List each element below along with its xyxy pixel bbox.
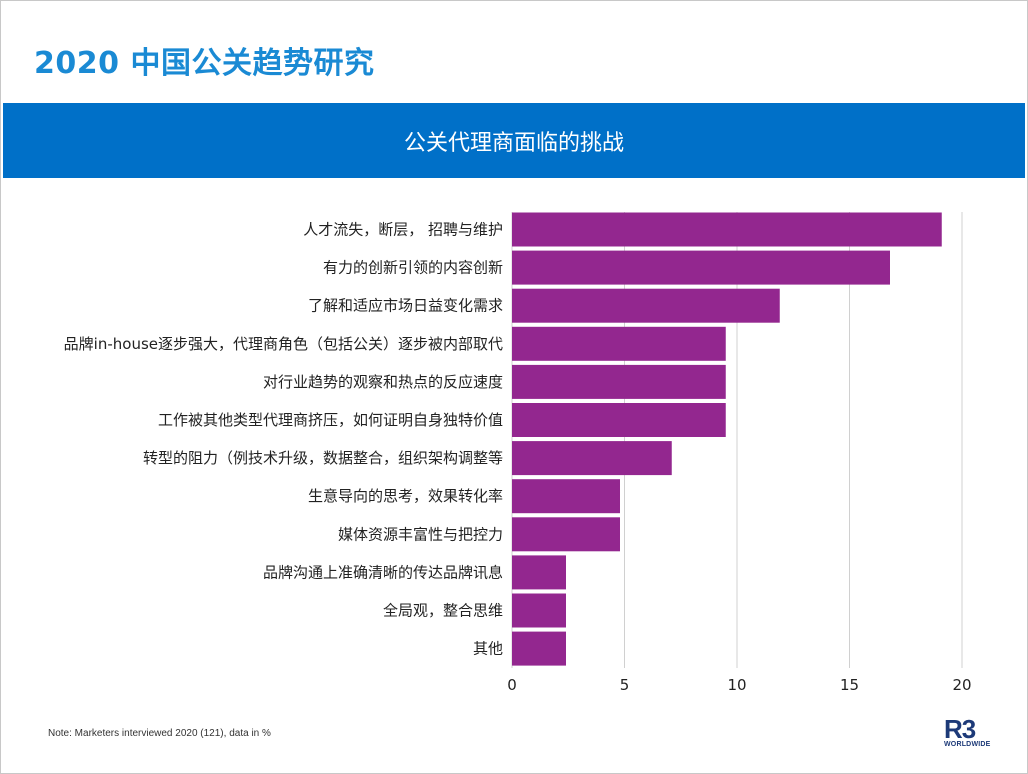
category-label: 全局观，整合思维 [383,602,503,620]
gridlines [511,212,963,668]
page-title: 2020 中国公关趋势研究 [34,46,375,81]
r3-worldwide-logo: R3 WORLDWIDE [944,716,1004,752]
x-tick-labels: 0 5 10 15 20 [507,676,971,694]
category-label: 品牌in-house逐步强大，代理商角色（包括公关）逐步被内部取代 [64,335,503,353]
x-tick-label: 0 [507,676,517,694]
chart-banner: 公关代理商面临的挑战 [3,103,1025,178]
x-tick-label: 20 [952,676,971,694]
bar [512,250,890,285]
bar [512,517,620,552]
bar [512,631,566,666]
category-label: 工作被其他类型代理商挤压，如何证明自身独特价值 [158,411,503,429]
bar [512,555,566,590]
bar [512,441,672,476]
logo-subtitle: WORLDWIDE [944,741,991,748]
x-tick-label: 5 [620,676,630,694]
logo-mark: R3 [944,714,976,744]
bar [512,364,726,399]
bar [512,479,620,514]
bar [512,593,566,628]
bar [512,212,942,247]
category-label: 品牌沟通上准确清晰的传达品牌讯息 [263,563,503,581]
category-label: 其他 [473,640,503,658]
bar [512,403,726,437]
bar [512,288,780,323]
category-label: 生意导向的思考，效果转化率 [308,487,503,505]
category-label: 了解和适应市场日益变化需求 [308,297,503,315]
category-label: 人才流失，断层， 招聘与维护 [303,221,503,239]
category-label: 转型的阻力（例技术升级，数据整合，组织架构调整等 [143,449,503,467]
footnote: Note: Marketers interviewed 2020 (121), … [48,728,271,739]
category-label: 媒体资源丰富性与把控力 [338,525,503,543]
bars [512,212,942,666]
category-labels: 人才流失，断层， 招聘与维护有力的创新引领的内容创新了解和适应市场日益变化需求品… [64,221,503,658]
bar [512,326,726,361]
x-tick-label: 10 [727,676,746,694]
x-tick-label: 15 [840,676,859,694]
category-label: 对行业趋势的观察和热点的反应速度 [263,373,503,391]
category-label: 有力的创新引领的内容创新 [323,259,503,277]
chart-title: 公关代理商面临的挑战 [403,131,624,156]
